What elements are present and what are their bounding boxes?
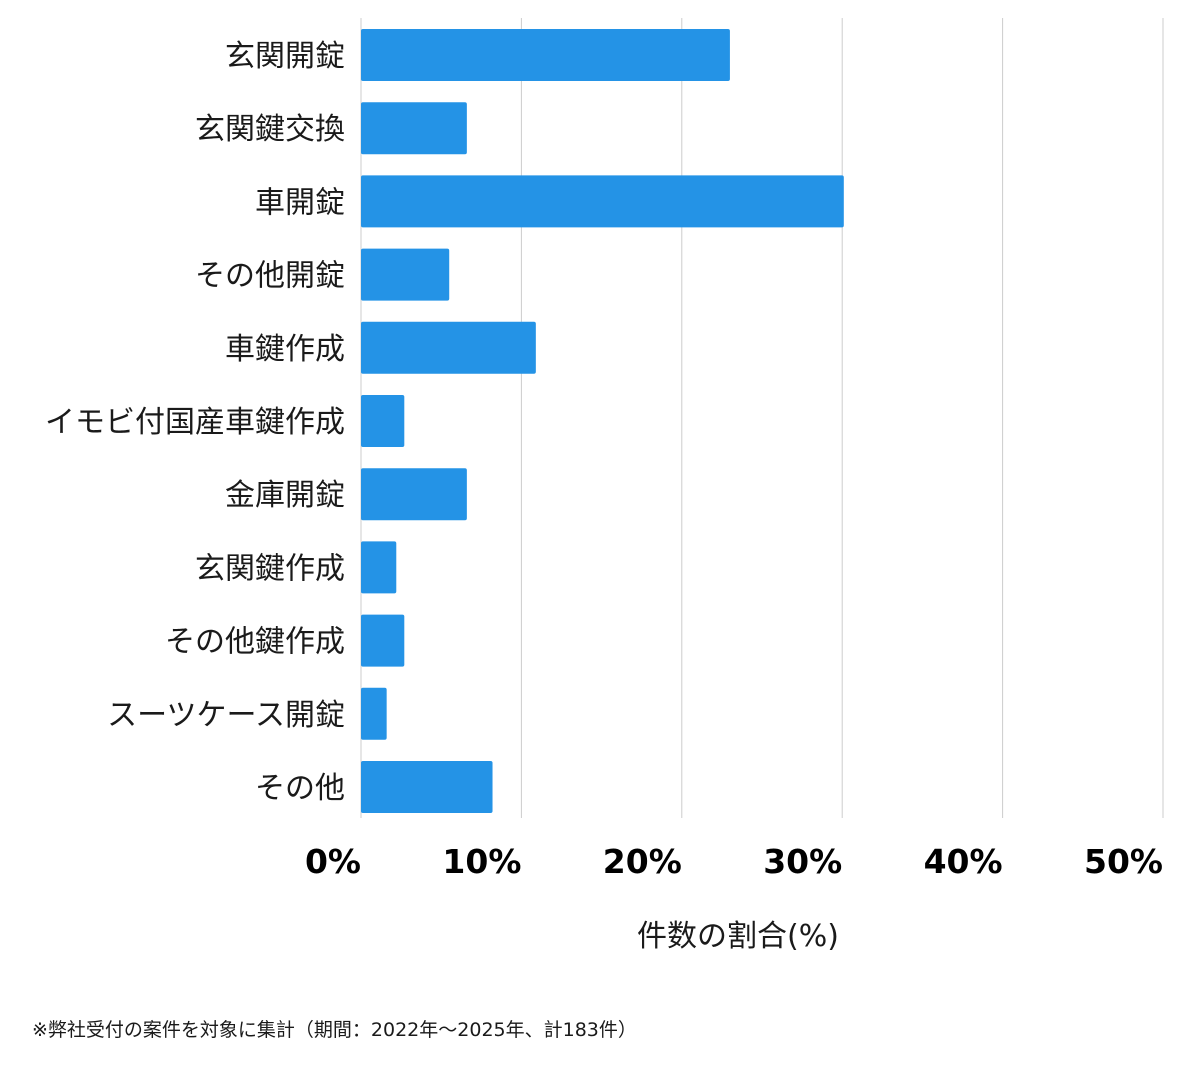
x-tick-label: 30% <box>763 842 842 881</box>
bar <box>361 761 493 813</box>
x-tick-labels: 0% 10% 20% 30% 40% 50% <box>305 842 1163 881</box>
category-label: 玄関開錠 <box>225 39 345 74</box>
category-label: 車鍵作成 <box>225 332 345 367</box>
bar <box>361 175 844 228</box>
bar <box>361 541 397 594</box>
category-label: その他鍵作成 <box>165 625 345 660</box>
grid-lines <box>360 18 1164 818</box>
bar <box>361 321 536 374</box>
bars <box>361 29 844 813</box>
bar <box>361 614 405 667</box>
category-label: イモビ付国産車鍵作成 <box>45 405 345 440</box>
bar <box>361 29 730 81</box>
x-tick-label: 0% <box>305 842 361 881</box>
category-label: その他 <box>255 771 345 806</box>
bar <box>361 468 467 521</box>
x-tick-label: 40% <box>924 842 1003 881</box>
x-tick-label: 10% <box>442 842 521 881</box>
x-tick-label: 20% <box>603 842 682 881</box>
category-label: 金庫開錠 <box>225 478 345 513</box>
category-label: 車開錠 <box>255 185 345 220</box>
category-labels: 玄関開錠玄関鍵交換車開錠その他開錠車鍵作成イモビ付国産車鍵作成金庫開錠玄関鍵作成… <box>45 39 345 806</box>
bar <box>361 687 387 740</box>
bar <box>361 395 405 447</box>
x-axis-title: 件数の割合(%) <box>637 919 839 954</box>
bar <box>361 102 467 155</box>
footnote: ※弊社受付の案件を対象に集計（期間：2022年〜2025年、計183件） <box>32 1019 637 1041</box>
bar <box>361 248 450 301</box>
category-label: スーツケース開錠 <box>107 698 345 733</box>
category-label: その他開錠 <box>195 259 345 294</box>
category-label: 玄関鍵交換 <box>195 112 345 147</box>
bar-chart: 玄関開錠玄関鍵交換車開錠その他開錠車鍵作成イモビ付国産車鍵作成金庫開錠玄関鍵作成… <box>45 18 1164 954</box>
x-tick-label: 50% <box>1084 842 1163 881</box>
category-label: 玄関鍵作成 <box>195 551 345 586</box>
